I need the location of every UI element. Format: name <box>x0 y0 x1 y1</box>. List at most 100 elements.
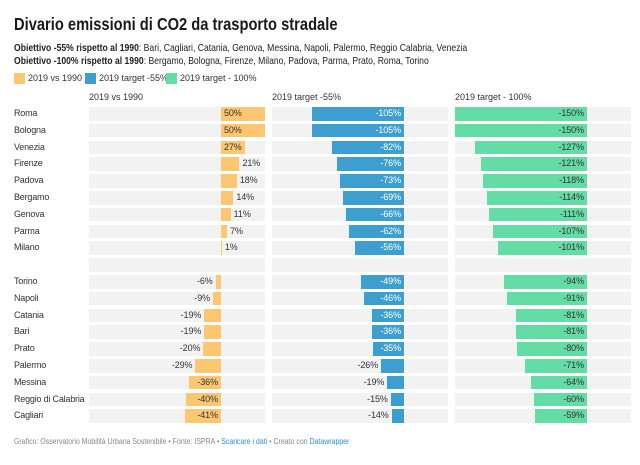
row-bg <box>89 392 265 407</box>
legend-swatch-blue <box>85 72 96 84</box>
bar-2019-vs-1990-genova <box>221 207 231 222</box>
bar-2019-target-100--torino <box>504 275 587 289</box>
city-label-prato: Prato <box>14 343 35 354</box>
legend-item-2019-vs-1990: 2019 vs 1990 <box>14 72 82 84</box>
bar-2019-vs-1990-bologna <box>221 123 265 138</box>
bar-2019-target-100--bari <box>515 325 587 339</box>
value-label: -60% <box>563 393 584 404</box>
value-label: 50% <box>224 108 242 118</box>
city-label-roma: Roma <box>14 108 38 118</box>
subtitle-1-bold: Obiettivo -55% rispetto al 1990 <box>14 42 139 54</box>
value-label: -40% <box>197 393 218 404</box>
bar-2019-target-100--reggio-di-calabria <box>534 392 587 407</box>
value-label: -46% <box>380 292 401 303</box>
bar-2019-vs-1990-prato <box>203 342 221 356</box>
bar-2019-target-55--catania <box>372 308 404 323</box>
bar-2019-vs-1990-catania <box>204 308 221 323</box>
row-bg <box>89 308 265 323</box>
value-label: 27% <box>224 141 242 152</box>
city-label-genova: Genova <box>14 208 45 219</box>
value-label: -59% <box>563 410 584 421</box>
bar-2019-target-100--venezia <box>475 140 587 155</box>
value-label: -94% <box>563 276 584 286</box>
value-label: -62% <box>380 225 401 236</box>
value-label: -69% <box>380 192 401 202</box>
row-bg <box>89 375 265 390</box>
value-label: -66% <box>380 208 401 219</box>
footer-separator: • <box>267 437 274 446</box>
bar-2019-target-55--reggio-di-calabria <box>390 392 404 407</box>
value-label: -49% <box>380 276 401 286</box>
bar-2019-target-55--venezia <box>331 140 404 155</box>
bar-2019-target-100--prato <box>516 342 587 356</box>
city-label-torino: Torino <box>14 276 38 286</box>
bar-2019-target-100--padova <box>483 174 587 188</box>
bar-2019-vs-1990-cagliari <box>184 409 221 423</box>
value-label: -81% <box>563 326 584 337</box>
bar-2019-vs-1990-reggio-di-calabria <box>185 392 221 407</box>
city-label-venezia: Venezia <box>14 141 45 152</box>
value-label: -36% <box>380 326 401 337</box>
value-label: -35% <box>380 343 401 354</box>
separator-row-bg <box>272 258 448 272</box>
value-label: -41% <box>197 410 218 421</box>
legend-label: 2019 target -55% <box>99 73 169 83</box>
bar-2019-vs-1990-bari <box>204 325 221 339</box>
row-bg <box>89 359 265 373</box>
row-bg <box>272 375 448 390</box>
value-label: 18% <box>239 175 258 186</box>
value-label: -114% <box>559 192 584 202</box>
value-label: -26% <box>357 360 379 370</box>
bar-2019-vs-1990-napoli <box>213 291 221 306</box>
subtitle-line-1: Obiettivo -55% rispetto al 1990: Bari, C… <box>14 42 467 54</box>
row-bg <box>272 409 448 423</box>
panel-header-target-55: 2019 target -55% <box>272 92 342 102</box>
bar-2019-target-55--roma <box>311 107 404 121</box>
value-label: -36% <box>197 376 218 387</box>
row-bg <box>89 275 265 289</box>
footer-source: Fonte: ISPRA <box>172 437 215 446</box>
bar-2019-vs-1990-bergamo <box>221 191 234 205</box>
row-bg <box>272 359 448 373</box>
bar-2019-target-55--padova <box>339 174 404 188</box>
chart-title: Divario emissioni di CO2 da trasporto st… <box>14 14 338 34</box>
row-bg <box>272 342 448 356</box>
value-label: -15% <box>367 393 388 404</box>
value-label: -64% <box>563 376 584 387</box>
datawrapper-link[interactable]: Datawrapper <box>309 437 350 446</box>
value-label: -91% <box>563 292 584 303</box>
bar-2019-vs-1990-milano <box>221 241 222 255</box>
legend-item-target-100: 2019 target - 100% <box>166 72 257 84</box>
value-label: -36% <box>380 309 401 320</box>
bar-2019-target-55--napoli <box>363 291 404 306</box>
value-label: 21% <box>242 158 261 169</box>
panel-header-2019-vs-1990: 2019 vs 1990 <box>89 92 144 102</box>
bar-2019-target-100--parma <box>492 224 587 239</box>
value-label: -118% <box>559 175 584 186</box>
value-label: -107% <box>558 225 584 236</box>
bar-2019-target-55--messina <box>387 375 404 390</box>
row-bg <box>272 291 448 306</box>
value-label: -20% <box>179 343 201 354</box>
bar-2019-target-100--firenze <box>480 157 587 171</box>
legend-swatch-yellow <box>14 72 25 84</box>
row-bg <box>272 325 448 339</box>
value-label: -19% <box>363 376 385 387</box>
row-bg <box>272 308 448 323</box>
value-label: -121% <box>558 158 584 169</box>
city-label-bergamo: Bergamo <box>14 192 50 202</box>
legend-label: 2019 vs 1990 <box>28 73 83 83</box>
bar-2019-target-100--bologna <box>455 123 587 138</box>
value-label: -14% <box>368 410 389 421</box>
row-bg <box>272 275 448 289</box>
download-data-link[interactable]: Scaricare i dati <box>221 437 268 446</box>
value-label: -19% <box>180 326 202 337</box>
bar-2019-vs-1990-firenze <box>221 157 240 171</box>
subtitle-line-2: Obiettivo -100% rispetto al 1990: Bergam… <box>14 55 429 67</box>
value-label: 11% <box>233 208 251 219</box>
subtitle-2-bold: Obiettivo -100% rispetto al 1990 <box>14 55 144 67</box>
bar-2019-vs-1990-parma <box>221 224 228 239</box>
value-label: -80% <box>563 343 584 354</box>
bar-2019-target-100--catania <box>515 308 587 323</box>
bar-2019-target-55--prato <box>373 342 404 356</box>
